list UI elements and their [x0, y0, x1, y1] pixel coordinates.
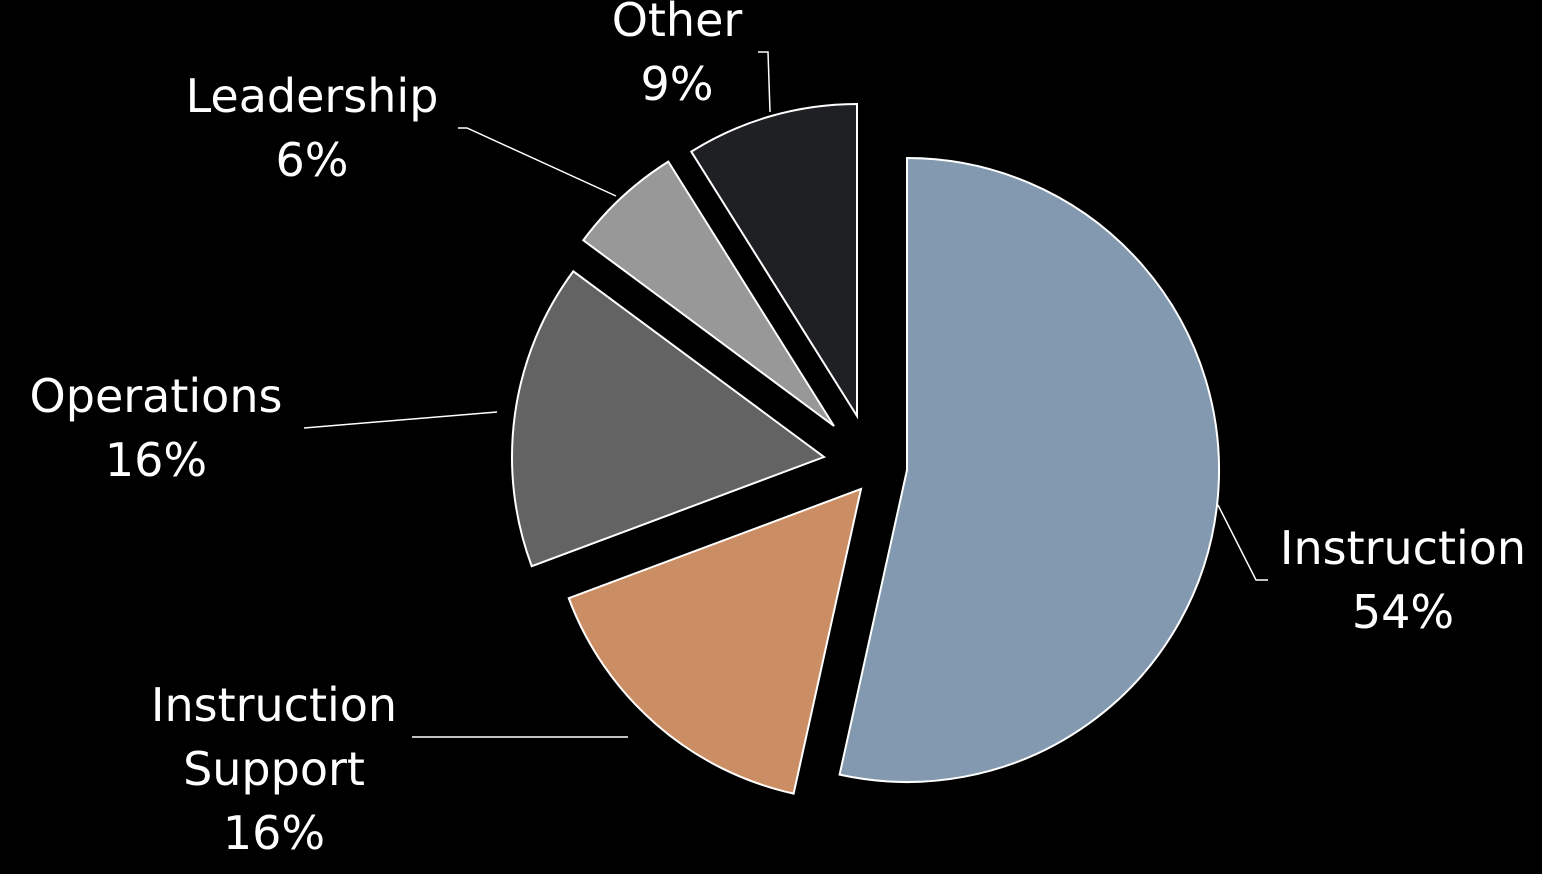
leader-line-operations — [303, 411, 498, 429]
category-label-instruction: Instruction — [1280, 521, 1526, 575]
value-label-leadership: 6% — [276, 133, 349, 187]
pie-slice-other — [689, 102, 858, 420]
category-label-leadership: Leadership — [186, 69, 439, 123]
value-label-instruction-support: 16% — [223, 806, 325, 860]
leader-line-instruction — [1217, 504, 1268, 581]
leader-line-other — [758, 51, 771, 113]
value-label-other: 9% — [641, 57, 714, 111]
category-label-operations: Operations — [30, 369, 283, 423]
value-label-instruction: 54% — [1352, 585, 1454, 639]
leader-line-leadership — [458, 127, 617, 197]
category-label-instruction-support: Instruction — [151, 678, 397, 732]
pie-slice-instruction — [838, 156, 1220, 783]
pie-slice-operations — [511, 269, 827, 568]
category-label-instruction-support: Support — [183, 742, 365, 796]
category-label-other: Other — [612, 0, 743, 47]
pie-slice-leadership — [581, 160, 835, 427]
value-label-operations: 16% — [105, 433, 207, 487]
pie-slice-instruction-support — [567, 487, 863, 795]
